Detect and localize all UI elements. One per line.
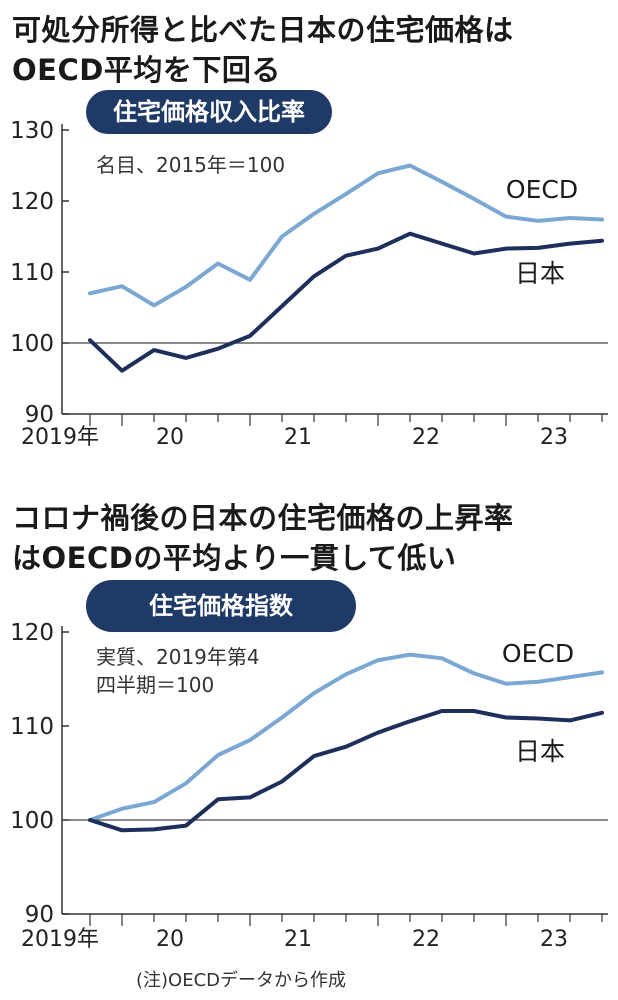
x-tick-label: 22 bbox=[412, 927, 440, 952]
y-tick-label: 120 bbox=[10, 189, 54, 215]
subtitle-line-1: 名目、2015年＝100 bbox=[96, 153, 285, 177]
y-tick-label: 90 bbox=[25, 402, 54, 428]
y-tick-label: 120 bbox=[10, 620, 54, 646]
subtitle-line-2: 四半期＝100 bbox=[96, 673, 214, 697]
plot-area: 90 100 110 120 130 2019年 20 21 22 23 OECD 日本 bbox=[10, 118, 608, 450]
y-tick-label: 130 bbox=[10, 118, 54, 144]
x-tick-label: 20 bbox=[156, 425, 184, 450]
series-line-oecd bbox=[88, 652, 604, 822]
subtitle-line-1: 実質、2019年第4 bbox=[96, 645, 260, 669]
title-badge-text: 住宅価格収入比率 bbox=[113, 98, 305, 126]
footnote: (注)OECDデータから作成 bbox=[136, 970, 347, 991]
headline-2-line-1: コロナ禍後の日本の住宅価格の上昇率 bbox=[12, 501, 514, 535]
chart-housing-price-index: 住宅価格指数 実質、2019年第4 四半期＝100 90 100 110 120 201… bbox=[10, 580, 608, 952]
y-tick-label: 100 bbox=[10, 331, 54, 357]
x-tick-label: 2019年 bbox=[21, 927, 99, 952]
series-line-japan bbox=[88, 709, 604, 833]
y-tick-label: 110 bbox=[10, 260, 54, 286]
series-line-japan bbox=[88, 231, 604, 373]
headline-1-line-1: 可処分所得と比べた日本の住宅価格は bbox=[12, 13, 514, 47]
series-label-japan: 日本 bbox=[515, 737, 565, 766]
headline-2: コロナ禍後の日本の住宅価格の上昇率 はOECDの平均より一貫して低い bbox=[12, 498, 514, 578]
headline-1-line-2: OECD平均を下回る bbox=[12, 53, 281, 87]
x-tick-label: 23 bbox=[540, 425, 568, 450]
series-label-oecd: OECD bbox=[506, 175, 578, 204]
x-tick-label: 23 bbox=[540, 927, 568, 952]
series-label-oecd: OECD bbox=[502, 639, 574, 668]
title-badge bbox=[86, 90, 332, 134]
y-tick-label: 90 bbox=[25, 902, 54, 928]
title-badge-text: 住宅価格指数 bbox=[149, 592, 294, 620]
x-tick-label: 21 bbox=[284, 425, 312, 450]
headline-1: 可処分所得と比べた日本の住宅価格は OECD平均を下回る bbox=[12, 10, 514, 90]
plot-area: 90 100 110 120 2019年 20 21 22 23 OECD 日本 bbox=[10, 620, 608, 952]
title-badge bbox=[86, 580, 356, 632]
x-tick-label: 20 bbox=[156, 927, 184, 952]
series-label-japan: 日本 bbox=[515, 259, 565, 288]
chart-housing-price-to-income: 住宅価格収入比率 名目、2015年＝100 90 100 110 120 130 2019… bbox=[10, 90, 608, 450]
series-line-oecd bbox=[88, 163, 604, 308]
x-tick-label: 2019年 bbox=[21, 425, 99, 450]
y-tick-label: 100 bbox=[10, 808, 54, 834]
x-tick-label: 21 bbox=[284, 927, 312, 952]
y-tick-label: 110 bbox=[10, 714, 54, 740]
x-tick-label: 22 bbox=[412, 425, 440, 450]
headline-2-line-2: はOECDの平均より一貫して低い bbox=[12, 541, 457, 575]
